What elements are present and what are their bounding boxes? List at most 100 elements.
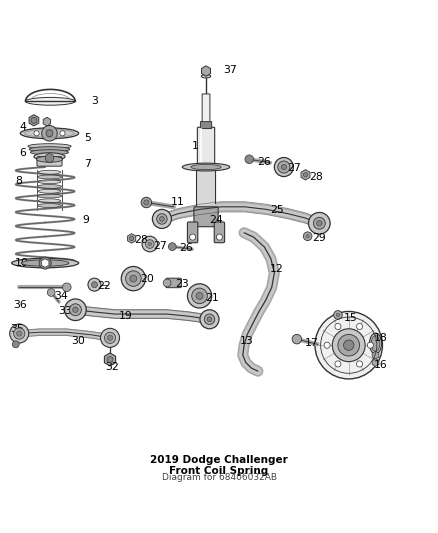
Circle shape (200, 310, 219, 329)
Circle shape (192, 288, 207, 304)
Text: 13: 13 (240, 336, 254, 346)
Circle shape (42, 126, 57, 141)
Circle shape (130, 236, 134, 240)
Text: 16: 16 (374, 360, 388, 370)
Circle shape (315, 311, 382, 379)
Circle shape (45, 154, 54, 162)
Text: 1: 1 (192, 141, 199, 151)
Text: 35: 35 (11, 324, 25, 334)
Circle shape (126, 271, 141, 286)
Circle shape (313, 217, 325, 229)
Text: Diagram for 68406032AB: Diagram for 68406032AB (162, 473, 276, 482)
Ellipse shape (34, 153, 65, 160)
FancyBboxPatch shape (187, 222, 198, 243)
Text: 32: 32 (106, 362, 120, 372)
Circle shape (92, 281, 98, 288)
Circle shape (88, 278, 101, 291)
Circle shape (335, 324, 341, 329)
Ellipse shape (371, 336, 380, 351)
Circle shape (168, 243, 176, 251)
Circle shape (163, 279, 171, 287)
Circle shape (65, 299, 86, 320)
Circle shape (334, 311, 342, 319)
Text: 11: 11 (170, 198, 184, 207)
Circle shape (207, 317, 212, 321)
Ellipse shape (36, 156, 63, 162)
Ellipse shape (25, 98, 75, 105)
Circle shape (148, 243, 152, 246)
Text: 25: 25 (270, 205, 284, 215)
Circle shape (70, 304, 81, 316)
Ellipse shape (191, 165, 221, 169)
Circle shape (12, 341, 19, 348)
Circle shape (60, 131, 65, 136)
Circle shape (73, 307, 78, 312)
Text: 7: 7 (84, 159, 91, 168)
FancyBboxPatch shape (194, 207, 218, 227)
Circle shape (278, 161, 290, 173)
Text: 8: 8 (15, 176, 22, 186)
Circle shape (343, 340, 354, 350)
Text: 4: 4 (19, 122, 26, 132)
Circle shape (324, 342, 330, 348)
Ellipse shape (31, 150, 68, 155)
FancyBboxPatch shape (198, 127, 215, 168)
Ellipse shape (370, 333, 381, 354)
Circle shape (141, 197, 152, 208)
Ellipse shape (21, 260, 69, 266)
Text: 37: 37 (223, 64, 237, 75)
Circle shape (304, 173, 307, 177)
Text: 3: 3 (92, 96, 98, 106)
Circle shape (308, 213, 330, 234)
Circle shape (187, 284, 212, 308)
Ellipse shape (28, 144, 71, 149)
Circle shape (292, 334, 302, 344)
Text: 21: 21 (205, 293, 219, 303)
Text: 23: 23 (175, 279, 189, 289)
Ellipse shape (12, 259, 79, 268)
Circle shape (196, 293, 203, 300)
Ellipse shape (37, 194, 62, 198)
Ellipse shape (38, 180, 61, 184)
Circle shape (335, 361, 341, 367)
Ellipse shape (20, 128, 79, 139)
Circle shape (274, 158, 293, 176)
Circle shape (46, 130, 53, 137)
Ellipse shape (201, 75, 211, 78)
Circle shape (336, 313, 339, 317)
Circle shape (152, 209, 171, 229)
Circle shape (338, 334, 360, 356)
Circle shape (216, 234, 223, 240)
Circle shape (159, 216, 164, 221)
Circle shape (357, 324, 363, 329)
Circle shape (367, 342, 373, 348)
Text: 29: 29 (312, 233, 326, 244)
Ellipse shape (38, 170, 61, 174)
Text: 34: 34 (54, 291, 67, 301)
Circle shape (31, 117, 37, 123)
Text: 28: 28 (134, 235, 148, 245)
FancyBboxPatch shape (166, 278, 181, 288)
Ellipse shape (38, 189, 61, 193)
Text: 9: 9 (83, 215, 90, 225)
Circle shape (204, 314, 215, 325)
Circle shape (34, 131, 39, 136)
Circle shape (14, 328, 25, 339)
Text: 15: 15 (343, 312, 357, 322)
Circle shape (142, 236, 158, 252)
Text: 24: 24 (209, 215, 223, 225)
FancyBboxPatch shape (197, 164, 215, 211)
Text: 22: 22 (97, 281, 111, 291)
Circle shape (107, 357, 113, 362)
Circle shape (145, 240, 154, 248)
Circle shape (317, 221, 322, 226)
Circle shape (47, 288, 55, 296)
Ellipse shape (38, 199, 61, 203)
Circle shape (190, 234, 196, 240)
Circle shape (121, 266, 145, 290)
Text: 5: 5 (84, 133, 91, 143)
Text: 26: 26 (179, 244, 193, 253)
Ellipse shape (37, 184, 62, 189)
FancyBboxPatch shape (202, 94, 210, 124)
Text: 30: 30 (71, 336, 85, 346)
